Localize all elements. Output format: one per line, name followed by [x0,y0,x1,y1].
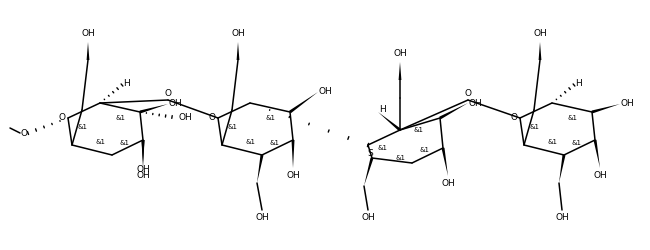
Text: &1: &1 [567,115,577,121]
Polygon shape [257,155,263,183]
Polygon shape [289,92,318,113]
Polygon shape [592,104,620,114]
Text: O: O [510,114,517,122]
Text: &1: &1 [115,115,125,121]
Text: &1: &1 [378,145,388,151]
Text: O: O [58,114,66,122]
Text: OH: OH [231,30,245,38]
Text: &1: &1 [228,124,238,130]
Polygon shape [291,140,294,168]
Text: &1: &1 [78,124,88,130]
Polygon shape [559,155,566,183]
Polygon shape [140,104,168,114]
Text: &1: &1 [413,127,423,133]
Text: OH: OH [593,172,607,180]
Polygon shape [364,158,374,186]
Text: &1: &1 [95,139,105,145]
Text: OH: OH [255,214,269,222]
Polygon shape [142,140,144,168]
Text: H: H [575,78,581,88]
Text: &1: &1 [547,139,557,145]
Text: OH: OH [393,50,407,58]
Text: &1: &1 [270,140,280,146]
Text: OH: OH [468,98,482,108]
Text: O: O [209,114,216,122]
Polygon shape [441,148,448,176]
Text: O: O [465,90,471,98]
Text: &1: &1 [395,155,405,161]
Polygon shape [398,62,402,80]
Text: OH: OH [620,100,634,108]
Text: &1: &1 [572,140,582,146]
Polygon shape [539,42,541,60]
Text: OH: OH [361,214,375,222]
Text: OH: OH [441,180,455,188]
Polygon shape [237,42,239,60]
Text: O: O [21,128,27,138]
Text: OH: OH [81,30,95,38]
Text: OH: OH [136,172,150,180]
Polygon shape [439,103,468,119]
Text: &1: &1 [120,140,130,146]
Text: OH: OH [555,214,569,222]
Text: &1: &1 [245,139,255,145]
Text: O: O [164,90,172,98]
Text: &1: &1 [420,147,430,153]
Text: OH: OH [168,100,182,108]
Text: OH: OH [136,166,150,174]
Text: OH: OH [533,30,547,38]
Text: &1: &1 [265,115,275,121]
Text: OH: OH [178,112,192,122]
Text: H: H [378,106,385,114]
Text: &1: &1 [530,124,540,130]
Polygon shape [142,140,144,162]
Polygon shape [593,140,600,168]
Text: OH: OH [318,88,332,96]
Polygon shape [378,112,401,131]
Text: OH: OH [286,172,300,180]
Polygon shape [86,42,90,60]
Text: H: H [123,78,129,88]
Text: S: S [367,148,373,158]
